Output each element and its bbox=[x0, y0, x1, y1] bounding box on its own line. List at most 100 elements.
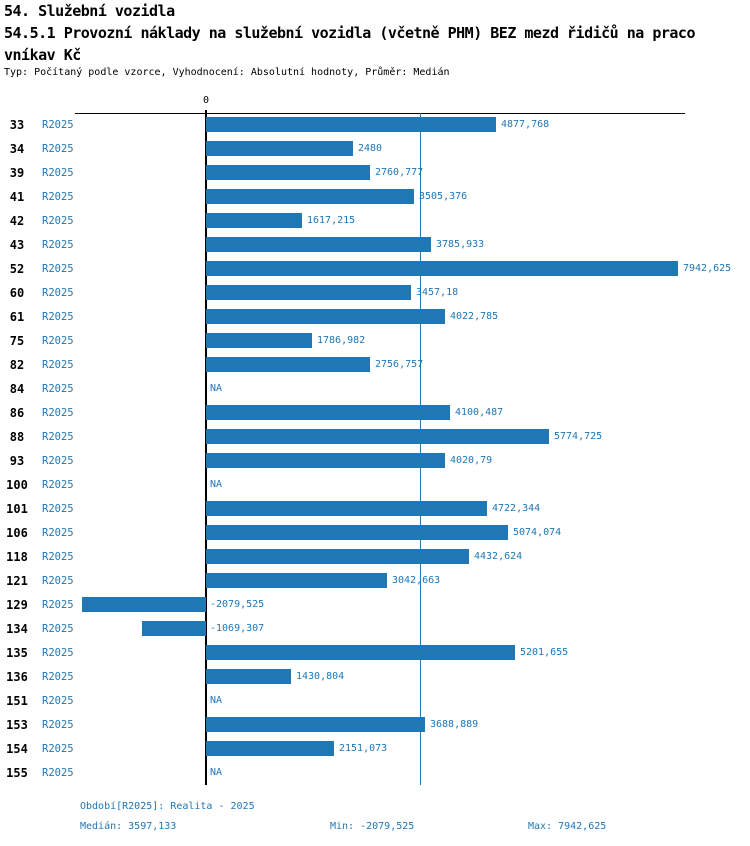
row-id: 151 bbox=[6, 694, 28, 708]
value-bar bbox=[206, 453, 445, 468]
page-title: 54. Služební vozidla bbox=[4, 2, 175, 20]
row-period-label: R2025 bbox=[42, 479, 74, 491]
value-label: 1786,982 bbox=[317, 335, 366, 346]
row-period-label: R2025 bbox=[42, 623, 74, 635]
value-bar bbox=[206, 189, 414, 204]
value-label: 4020,79 bbox=[450, 455, 493, 466]
chart-row: 106 R2025 5074,074 bbox=[0, 521, 750, 545]
row-id: 134 bbox=[6, 622, 28, 636]
value-bar bbox=[206, 429, 549, 444]
value-bar bbox=[206, 717, 425, 732]
row-period-label: R2025 bbox=[42, 311, 74, 323]
row-period-label: R2025 bbox=[42, 455, 74, 467]
chart-meta: Typ: Počítaný podle vzorce, Vyhodnocení:… bbox=[4, 67, 450, 78]
chart-row: 129 R2025 -2079,525 bbox=[0, 593, 750, 617]
row-id: 61 bbox=[9, 310, 25, 324]
chart-row: 135 R2025 5201,655 bbox=[0, 641, 750, 665]
row-period-label: R2025 bbox=[42, 743, 74, 755]
chart-row: 136 R2025 1430,804 bbox=[0, 665, 750, 689]
value-label: NA bbox=[210, 479, 223, 490]
row-period-label: R2025 bbox=[42, 143, 74, 155]
value-label: NA bbox=[210, 767, 223, 778]
chart-row: 41 R2025 3505,376 bbox=[0, 185, 750, 209]
chart-row: 33 R2025 4877,768 bbox=[0, 113, 750, 137]
value-label: 4877,768 bbox=[501, 119, 550, 130]
value-label: NA bbox=[210, 695, 223, 706]
row-period-label: R2025 bbox=[42, 575, 74, 587]
axis-line bbox=[75, 113, 685, 114]
value-label: 3457,18 bbox=[416, 287, 459, 298]
value-bar bbox=[206, 165, 370, 180]
row-period-label: R2025 bbox=[42, 599, 74, 611]
value-label: 3505,376 bbox=[419, 191, 468, 202]
chart-row: 93 R2025 4020,79 bbox=[0, 449, 750, 473]
row-id: 101 bbox=[6, 502, 28, 516]
zero-axis-line bbox=[205, 110, 207, 785]
row-id: 88 bbox=[9, 430, 25, 444]
chart-row: 100 R2025 NA bbox=[0, 473, 750, 497]
row-id: 60 bbox=[9, 286, 25, 300]
row-id: 93 bbox=[9, 454, 25, 468]
chart-row: 151 R2025 NA bbox=[0, 689, 750, 713]
chart-row: 86 R2025 4100,487 bbox=[0, 401, 750, 425]
row-id: 39 bbox=[9, 166, 25, 180]
chart-row: 39 R2025 2760,777 bbox=[0, 161, 750, 185]
row-id: 34 bbox=[9, 142, 25, 156]
footer-max: Max: 7942,625 bbox=[528, 821, 607, 832]
value-bar bbox=[206, 741, 334, 756]
median-line bbox=[420, 113, 421, 785]
row-period-label: R2025 bbox=[42, 647, 74, 659]
row-id: 41 bbox=[9, 190, 25, 204]
row-id: 100 bbox=[6, 478, 28, 492]
row-id: 86 bbox=[9, 406, 25, 420]
value-label: 2760,777 bbox=[375, 167, 424, 178]
chart-row: 34 R2025 2480 bbox=[0, 137, 750, 161]
value-label: 4432,624 bbox=[474, 551, 523, 562]
value-bar bbox=[206, 213, 302, 228]
value-bar bbox=[206, 669, 291, 684]
value-bar bbox=[142, 621, 207, 636]
value-label: 1430,804 bbox=[296, 671, 345, 682]
chart-row: 42 R2025 1617,215 bbox=[0, 209, 750, 233]
value-label: 2756,757 bbox=[375, 359, 424, 370]
row-period-label: R2025 bbox=[42, 719, 74, 731]
chart-row: 155 R2025 NA bbox=[0, 761, 750, 785]
row-id: 42 bbox=[9, 214, 25, 228]
value-bar bbox=[206, 573, 387, 588]
value-label: 5774,725 bbox=[554, 431, 603, 442]
value-label: 2151,073 bbox=[339, 743, 388, 754]
value-bar bbox=[206, 549, 469, 564]
chart-rows: 33 R2025 4877,768 34 R2025 2480 39 R2025 2760,77… bbox=[0, 113, 750, 785]
chart-row: 101 R2025 4722,344 bbox=[0, 497, 750, 521]
chart-subtitle-wrap: vníkav Kč bbox=[4, 46, 81, 64]
value-bar bbox=[206, 645, 515, 660]
row-period-label: R2025 bbox=[42, 287, 74, 299]
value-bar bbox=[206, 237, 431, 252]
row-period-label: R2025 bbox=[42, 383, 74, 395]
chart-row: 134 R2025 -1069,307 bbox=[0, 617, 750, 641]
row-id: 118 bbox=[6, 550, 28, 564]
chart-row: 82 R2025 2756,757 bbox=[0, 353, 750, 377]
value-label: 5201,655 bbox=[520, 647, 569, 658]
value-bar bbox=[206, 333, 312, 348]
chart-row: 43 R2025 3785,933 bbox=[0, 233, 750, 257]
value-label: 3785,933 bbox=[436, 239, 485, 250]
value-label: NA bbox=[210, 383, 223, 394]
row-period-label: R2025 bbox=[42, 431, 74, 443]
value-label: 4100,487 bbox=[455, 407, 504, 418]
chart-row: 88 R2025 5774,725 bbox=[0, 425, 750, 449]
row-period-label: R2025 bbox=[42, 551, 74, 563]
row-id: 153 bbox=[6, 718, 28, 732]
value-label: 4722,344 bbox=[492, 503, 541, 514]
row-period-label: R2025 bbox=[42, 191, 74, 203]
row-period-label: R2025 bbox=[42, 239, 74, 251]
value-label: 4022,785 bbox=[450, 311, 499, 322]
value-bar bbox=[206, 357, 370, 372]
row-id: 82 bbox=[9, 358, 25, 372]
value-bar bbox=[206, 501, 487, 516]
chart-row: 61 R2025 4022,785 bbox=[0, 305, 750, 329]
chart-row: 153 R2025 3688,889 bbox=[0, 713, 750, 737]
row-id: 43 bbox=[9, 238, 25, 252]
value-bar bbox=[206, 309, 445, 324]
row-id: 135 bbox=[6, 646, 28, 660]
